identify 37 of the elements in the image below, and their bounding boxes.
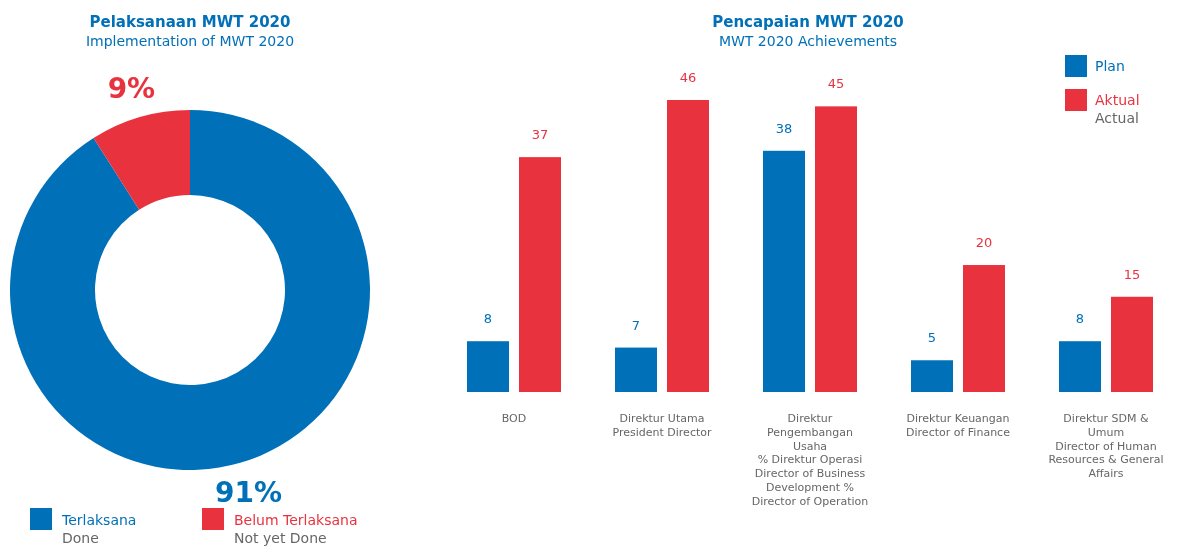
bar bbox=[815, 106, 857, 392]
legend-label: Plan bbox=[1095, 58, 1125, 74]
bar bbox=[519, 157, 561, 392]
bar bbox=[667, 100, 709, 392]
bar bbox=[615, 347, 657, 392]
x-tick-label: Direktur Utama President Director bbox=[612, 412, 712, 439]
data-label: 8 bbox=[1075, 311, 1085, 327]
bar bbox=[763, 150, 805, 392]
legend-label: Aktual Actual bbox=[1095, 92, 1140, 126]
data-label: 8 bbox=[483, 311, 493, 327]
data-label: 37 bbox=[531, 127, 549, 143]
data-label: 38 bbox=[775, 120, 793, 136]
bar bbox=[467, 341, 509, 392]
data-label: 9% bbox=[107, 72, 156, 106]
x-tick-label: BOD bbox=[501, 412, 527, 425]
chart-title: Pencapaian MWT 2020 bbox=[712, 13, 904, 31]
x-tick-label: Direktur SDM & Umum Director of Human Resources & General Affairs bbox=[1048, 412, 1164, 480]
data-label: 20 bbox=[975, 235, 993, 251]
data-label: 45 bbox=[827, 76, 845, 92]
data-label: 91% bbox=[215, 475, 283, 509]
x-tick-label: Direktur Keuangan Director of Finance bbox=[906, 412, 1011, 439]
chart-subtitle: MWT 2020 Achievements bbox=[718, 33, 898, 49]
donut-slice bbox=[93, 110, 190, 210]
data-label: 46 bbox=[679, 70, 697, 85]
data-label: 7 bbox=[631, 317, 641, 333]
donut-slice bbox=[10, 110, 370, 470]
chart-subtitle: Implementation of MWT 2020 bbox=[85, 33, 295, 49]
data-label: 15 bbox=[1123, 266, 1141, 282]
bar bbox=[1111, 296, 1153, 392]
chart-title: Pelaksanaan MWT 2020 bbox=[89, 13, 291, 31]
x-tick-label: Direktur Pengembangan Usaha % Direktur Operasi Director of Business Development % Director of Operation bbox=[751, 412, 869, 508]
bar bbox=[911, 360, 953, 392]
bar bbox=[1059, 341, 1101, 392]
data-label: 5 bbox=[927, 330, 937, 346]
bar bbox=[963, 265, 1005, 392]
legend-label: Terlaksana Done bbox=[61, 512, 137, 546]
legend-label: Belum Terlaksana Not yet Done bbox=[234, 512, 358, 546]
